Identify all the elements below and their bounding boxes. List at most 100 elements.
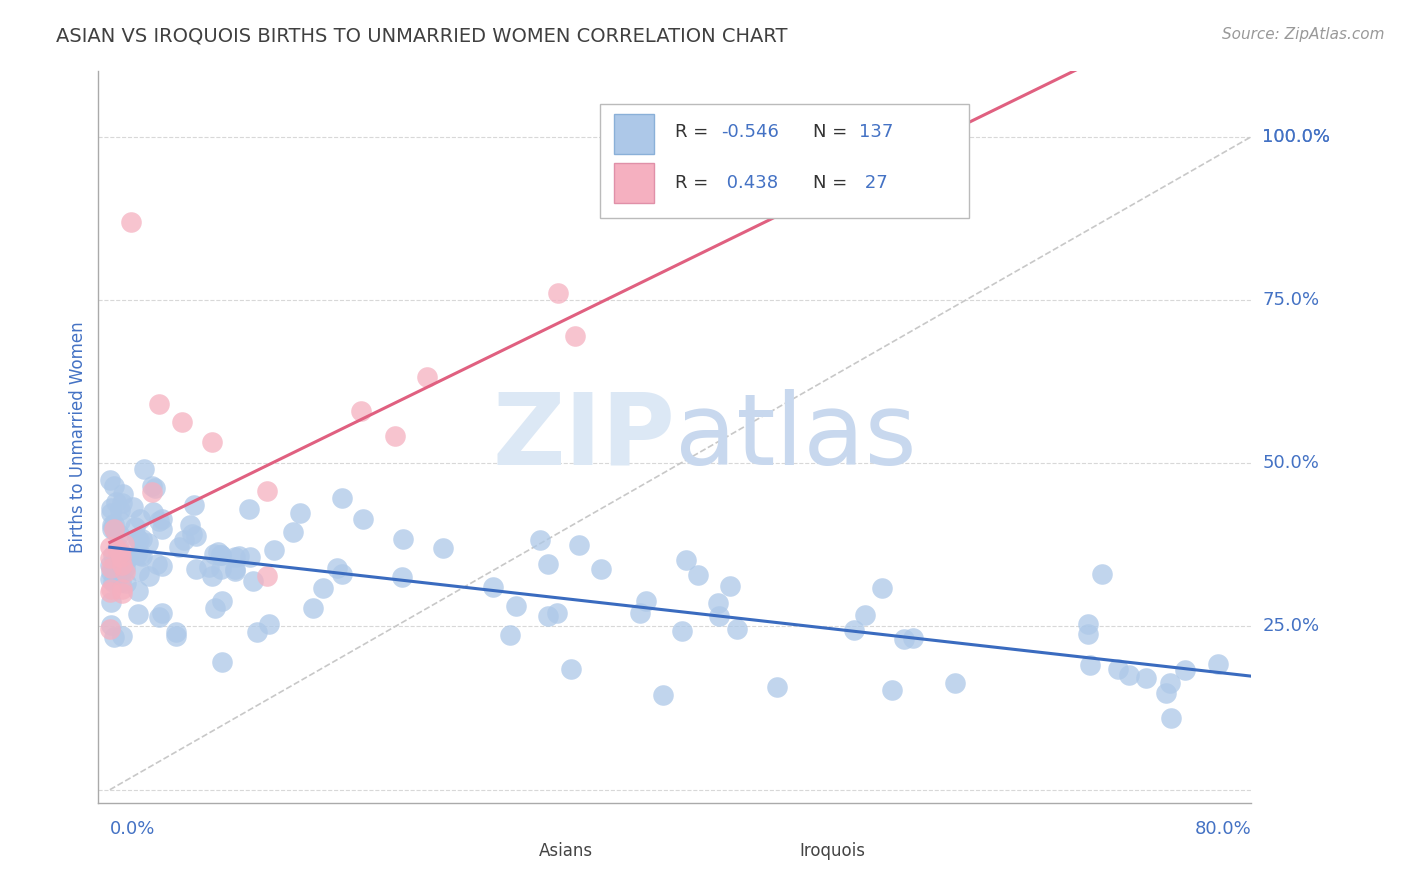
Point — [547, 286, 569, 301]
Text: 25.0%: 25.0% — [1263, 617, 1320, 635]
Point — [148, 514, 170, 528]
Point — [242, 574, 264, 589]
Point — [1107, 662, 1129, 676]
Point — [228, 549, 250, 563]
Point — [114, 549, 136, 564]
Point — [224, 550, 246, 565]
Point — [1135, 671, 1157, 685]
Point — [1159, 676, 1181, 690]
Point — [893, 632, 915, 647]
Point — [652, 689, 675, 703]
Text: Asians: Asians — [538, 842, 593, 860]
Point — [100, 585, 122, 599]
Point — [105, 541, 128, 556]
Point — [224, 562, 246, 576]
Point — [100, 500, 122, 515]
Point — [880, 682, 903, 697]
Point — [141, 479, 163, 493]
Point — [170, 415, 193, 429]
Point — [98, 473, 121, 487]
Point — [128, 564, 150, 578]
Text: 80.0%: 80.0% — [1195, 821, 1251, 838]
Point — [1118, 667, 1140, 681]
Point — [529, 533, 551, 547]
Point — [141, 484, 163, 499]
Point — [110, 549, 132, 564]
Point — [111, 629, 134, 643]
Point — [129, 548, 152, 562]
FancyBboxPatch shape — [614, 163, 654, 203]
Point — [114, 576, 136, 591]
Point — [330, 566, 353, 581]
Point — [150, 522, 173, 536]
Text: 100.0%: 100.0% — [1263, 128, 1330, 145]
Point — [100, 566, 122, 580]
Point — [108, 526, 131, 541]
Point — [122, 500, 145, 515]
Point — [765, 680, 787, 694]
Point — [211, 655, 233, 669]
Point — [114, 537, 136, 551]
Point — [707, 609, 730, 624]
Point — [707, 596, 730, 610]
Point — [142, 505, 165, 519]
Point — [105, 566, 128, 580]
Point — [246, 625, 269, 640]
Point — [165, 625, 187, 640]
Point — [131, 533, 153, 547]
Point — [256, 569, 278, 583]
Point — [312, 581, 335, 595]
Point — [481, 580, 503, 594]
Point — [384, 429, 406, 443]
Point — [209, 548, 232, 562]
Point — [103, 478, 125, 492]
Point — [128, 533, 150, 547]
Point — [1078, 657, 1101, 672]
Point — [853, 607, 876, 622]
Point — [943, 676, 966, 690]
Point — [108, 546, 131, 560]
Point — [131, 549, 153, 563]
Point — [127, 583, 149, 598]
Point — [150, 606, 173, 620]
Point — [105, 495, 128, 509]
Point — [350, 404, 373, 418]
Point — [1154, 686, 1177, 700]
Point — [239, 549, 262, 564]
Point — [125, 547, 148, 561]
Point — [150, 512, 173, 526]
Point — [98, 558, 121, 573]
Point — [330, 491, 353, 505]
Point — [98, 540, 121, 554]
Point — [186, 561, 208, 575]
Point — [589, 562, 612, 576]
Point — [110, 567, 132, 582]
Point — [207, 545, 229, 559]
Point — [101, 575, 124, 590]
Point — [391, 570, 413, 584]
Point — [281, 524, 304, 539]
Point — [257, 617, 280, 632]
Point — [111, 495, 134, 509]
Point — [1077, 627, 1099, 641]
Point — [725, 622, 748, 636]
Point — [184, 529, 207, 543]
Point — [124, 520, 146, 534]
Point — [224, 565, 246, 579]
FancyBboxPatch shape — [614, 114, 654, 154]
Text: 50.0%: 50.0% — [1263, 454, 1319, 472]
Point — [179, 517, 201, 532]
Point — [1160, 711, 1182, 725]
Point — [145, 557, 167, 571]
Point — [197, 560, 219, 574]
Text: N =: N = — [813, 123, 853, 141]
FancyBboxPatch shape — [755, 838, 787, 865]
Text: Iroquois: Iroquois — [800, 842, 866, 860]
Text: R =: R = — [675, 174, 714, 193]
Point — [209, 562, 232, 576]
Point — [238, 502, 260, 516]
Point — [180, 526, 202, 541]
Point — [391, 532, 413, 546]
Point — [173, 533, 195, 547]
Point — [211, 548, 233, 562]
